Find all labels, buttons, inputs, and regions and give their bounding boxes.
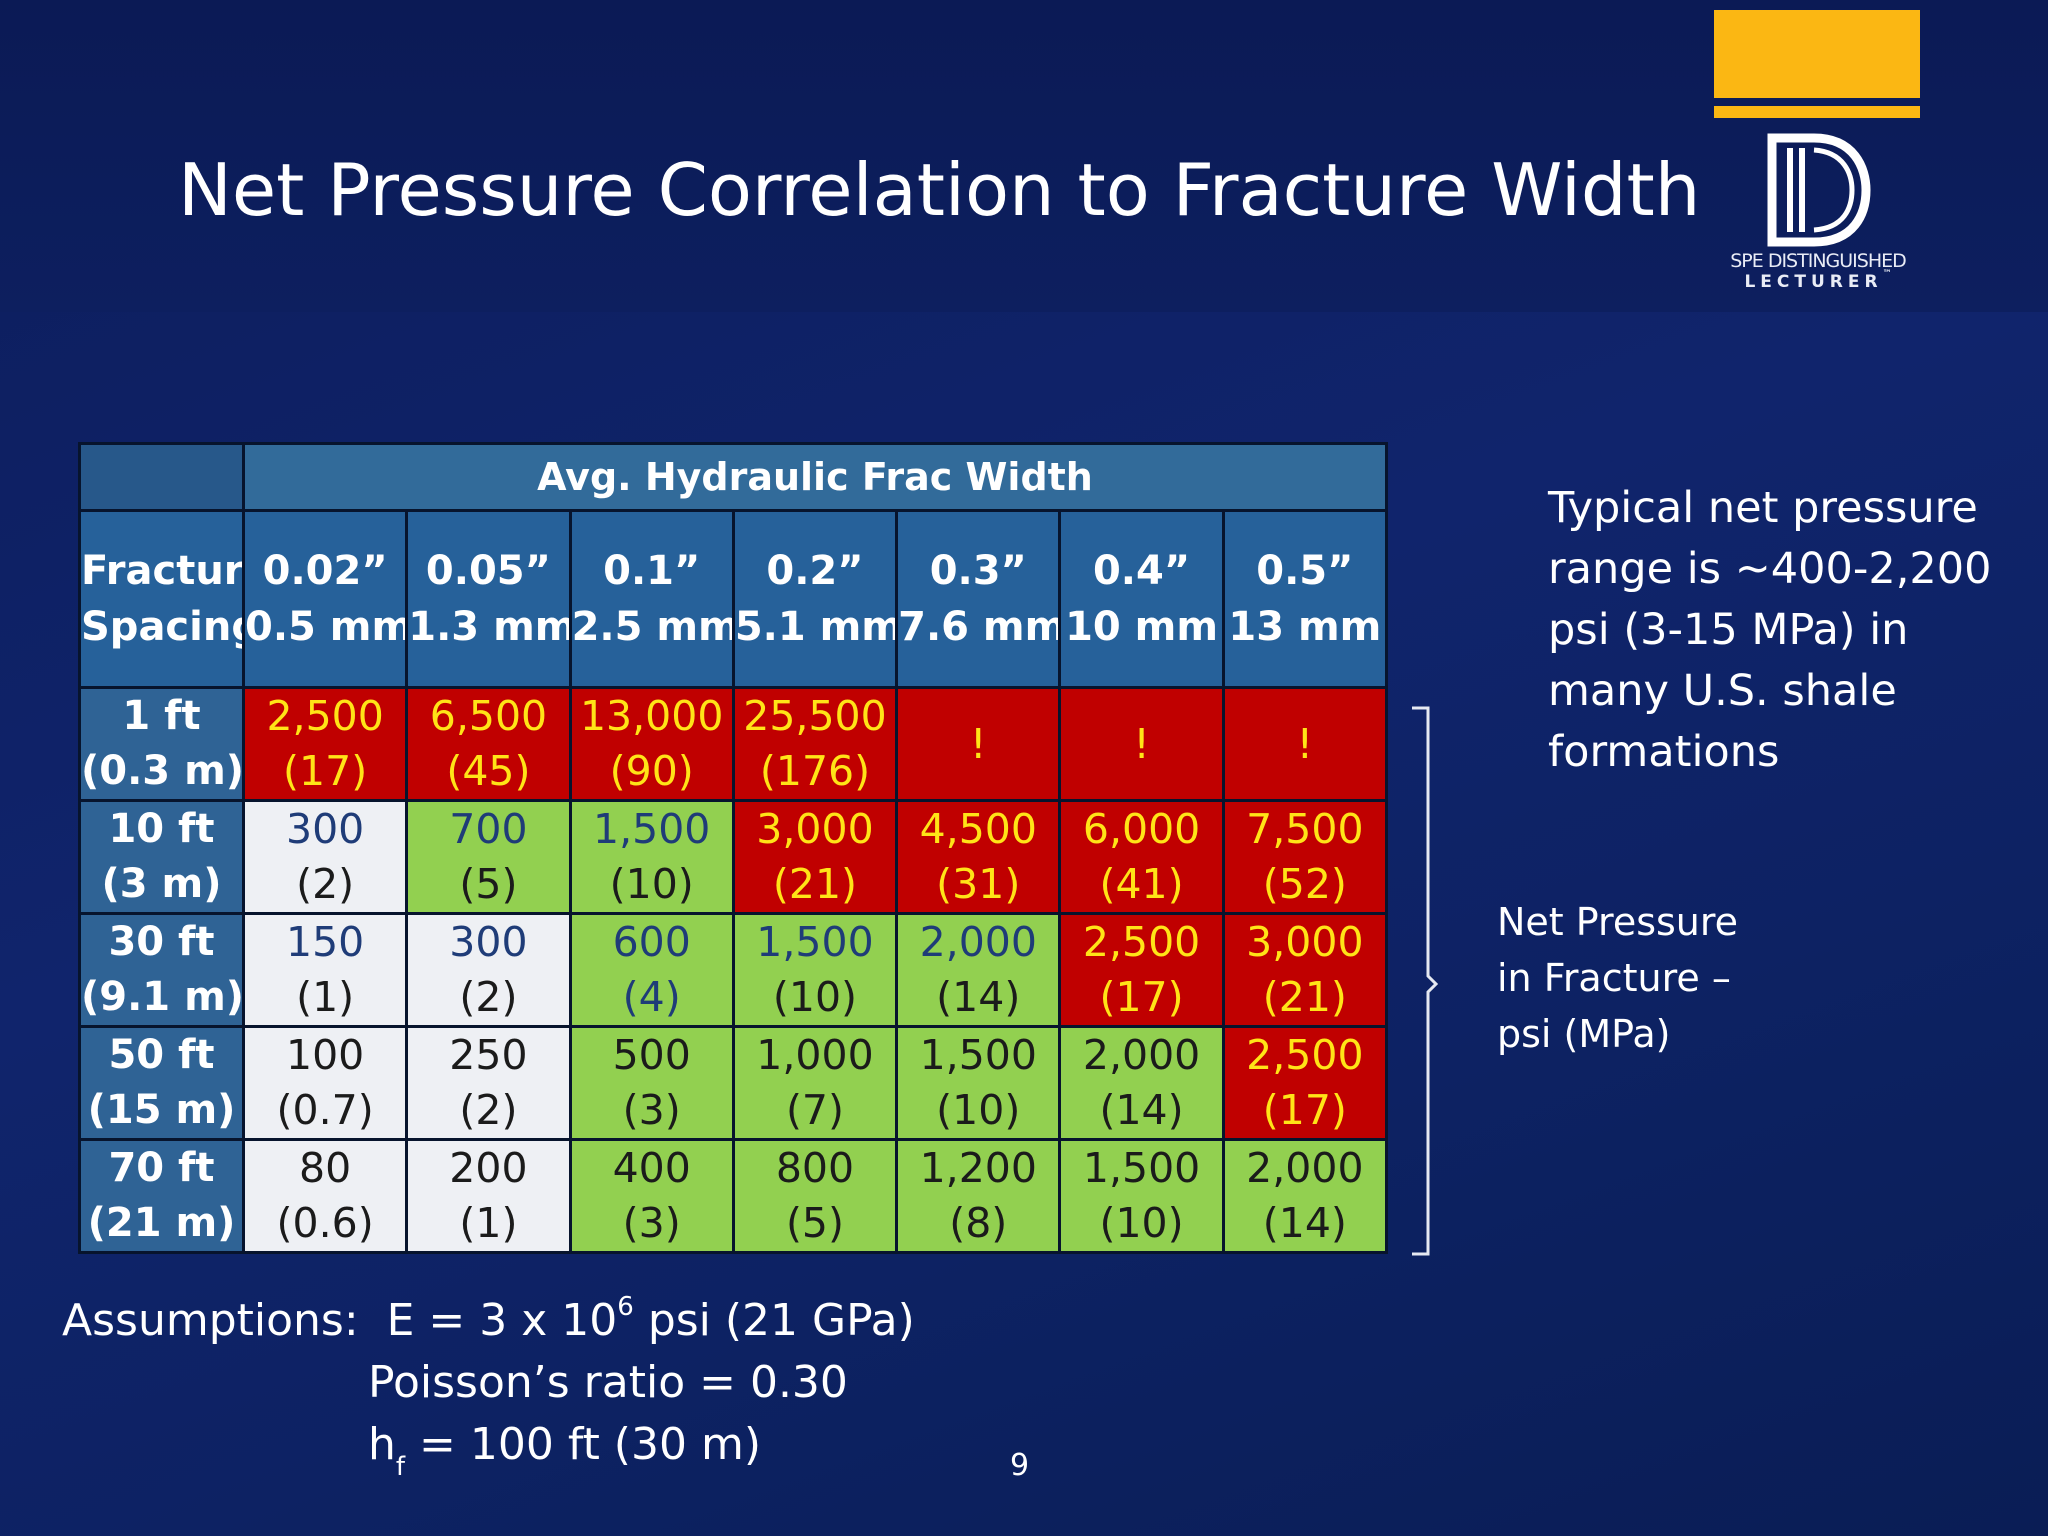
pressure-cell: 3,000 (21)	[1221, 912, 1389, 1028]
pressure-cell: 600 (4)	[568, 912, 735, 1028]
pressure-cell: 100 (0.7)	[241, 1025, 409, 1141]
assumptions-line-e: Assumptions: E = 3 x 106 psi (21 GPa)	[62, 1292, 915, 1346]
table-row: 30 ft (9.1 m) 150 (1) 300 (2) 600 (4) 1,500 (10) 2…	[78, 912, 1389, 1028]
table-row: 50 ft (15 m) 100 (0.7) 250 (2) 500 (3) 1,000 (7) 1…	[78, 1025, 1389, 1141]
note-line: formations	[1548, 727, 1780, 777]
spacing-row-header: 70 ft (21 m)	[78, 1138, 245, 1254]
pressure-cell: 1,200 (8)	[895, 1138, 1062, 1254]
width-column-header: 0.5” 13 mm	[1221, 509, 1389, 689]
table-column-header-row: Fracture Spacing 0.02”0.5 mm0.05”1.3 mm0…	[78, 509, 1389, 689]
pressure-cell: 4,500 (31)	[895, 799, 1062, 915]
table-row: 70 ft (21 m) 80 (0.6) 200 (1) 400 (3) 800 (5) 1,20…	[78, 1138, 1389, 1254]
pressure-cell: 200 (1)	[405, 1138, 572, 1254]
pressure-cell: 6,500 (45)	[405, 686, 572, 802]
page-number: 9	[1010, 1448, 1030, 1483]
note-line: many U.S. shale	[1548, 666, 1897, 716]
width-column-header: 0.4” 10 mm	[1058, 509, 1225, 689]
logo-text-distinguished: SPE DISTINGUISHED	[1730, 250, 1907, 272]
logo-gold-bar	[1714, 10, 1920, 98]
typical-pressure-note: Typical net pressure range is ~400-2,200…	[1548, 478, 2008, 783]
logo-gold-stripe	[1714, 106, 1920, 118]
pressure-cell: 2,500 (17)	[1221, 1025, 1389, 1141]
pressure-cell: 300 (2)	[405, 912, 572, 1028]
pressure-cell: 6,000 (41)	[1058, 799, 1225, 915]
np-line: Net Pressure	[1497, 900, 1739, 944]
assumptions-line-hf: hf = 100 ft (30 m)	[368, 1419, 761, 1482]
pressure-cell: 1,500 (10)	[731, 912, 899, 1028]
table-row: 10 ft (3 m) 300 (2) 700 (5) 1,500 (10) 3,000 (21)…	[78, 799, 1389, 915]
pressure-cell: 250 (2)	[405, 1025, 572, 1141]
note-line: psi (3-15 MPa) in	[1548, 605, 1909, 655]
pressure-cell: !	[1221, 686, 1389, 802]
spacing-row-header: 50 ft (15 m)	[78, 1025, 245, 1141]
spacing-row-header: 1 ft (0.3 m)	[78, 686, 245, 802]
spacing-row-header: 10 ft (3 m)	[78, 799, 245, 915]
pressure-cell: 1,500 (10)	[1058, 1138, 1225, 1254]
width-column-header: 0.2” 5.1 mm	[731, 509, 899, 689]
pressure-cell: 2,500 (17)	[1058, 912, 1225, 1028]
net-pressure-label: Net Pressure in Fracture – psi (MPa)	[1497, 894, 1877, 1062]
width-column-header: 0.02” 0.5 mm	[241, 509, 409, 689]
note-line: range is ~400-2,200	[1548, 544, 1992, 594]
pressure-cell: 13,000 (90)	[568, 686, 735, 802]
pressure-cell: 150 (1)	[241, 912, 409, 1028]
slide-title: Net Pressure Correlation to Fracture Wid…	[178, 148, 1701, 232]
logo-d-icon	[1767, 133, 1871, 247]
pressure-cell: 1,500 (10)	[895, 1025, 1062, 1141]
pressure-cell: 2,500 (17)	[241, 686, 409, 802]
pressure-cell: !	[895, 686, 1062, 802]
pressure-cell: 700 (5)	[405, 799, 572, 915]
pressure-cell: 80 (0.6)	[241, 1138, 409, 1254]
pressure-cell: 25,500 (176)	[731, 686, 899, 802]
table-super-header-row: Avg. Hydraulic Frac Width	[78, 442, 1388, 512]
assumptions-label: Assumptions:	[62, 1295, 359, 1346]
width-column-header: 0.05” 1.3 mm	[405, 509, 572, 689]
pressure-cell: 2,000 (14)	[895, 912, 1062, 1028]
table-row: 1 ft (0.3 m) 2,500 (17) 6,500 (45) 13,000 (90) 2…	[78, 686, 1389, 802]
pressure-cell: 400 (3)	[568, 1138, 735, 1254]
np-line: in Fracture –	[1497, 956, 1731, 1000]
pressure-cell: !	[1058, 686, 1225, 802]
pressure-cell: 7,500 (52)	[1221, 799, 1389, 915]
pressure-cell: 3,000 (21)	[731, 799, 899, 915]
pressure-cell: 300 (2)	[241, 799, 409, 915]
right-brace-icon	[1412, 706, 1439, 1256]
pressure-cell: 2,000 (14)	[1058, 1025, 1225, 1141]
title-band	[0, 0, 2048, 312]
avg-width-header: Avg. Hydraulic Frac Width	[242, 442, 1388, 512]
pressure-cell: 500 (3)	[568, 1025, 735, 1141]
width-column-header: 0.3” 7.6 mm	[895, 509, 1062, 689]
spacing-row-header: 30 ft (9.1 m)	[78, 912, 245, 1028]
pressure-cell: 800 (5)	[731, 1138, 899, 1254]
width-column-header: 0.1” 2.5 mm	[568, 509, 735, 689]
logo-text-lecturer: LECTURER™	[1744, 269, 1892, 292]
fracture-spacing-header: Fracture Spacing	[78, 509, 245, 689]
pressure-cell: 2,000 (14)	[1221, 1138, 1389, 1254]
note-line: Typical net pressure	[1548, 483, 1978, 533]
pressure-cell: 1,000 (7)	[731, 1025, 899, 1141]
assumptions-line-poisson: Poisson’s ratio = 0.30	[368, 1357, 848, 1408]
table-corner-cell	[78, 442, 245, 512]
net-pressure-table: Avg. Hydraulic Frac Width Fracture Spaci…	[78, 442, 1389, 1254]
np-line: psi (MPa)	[1497, 1012, 1671, 1056]
pressure-cell: 1,500 (10)	[568, 799, 735, 915]
